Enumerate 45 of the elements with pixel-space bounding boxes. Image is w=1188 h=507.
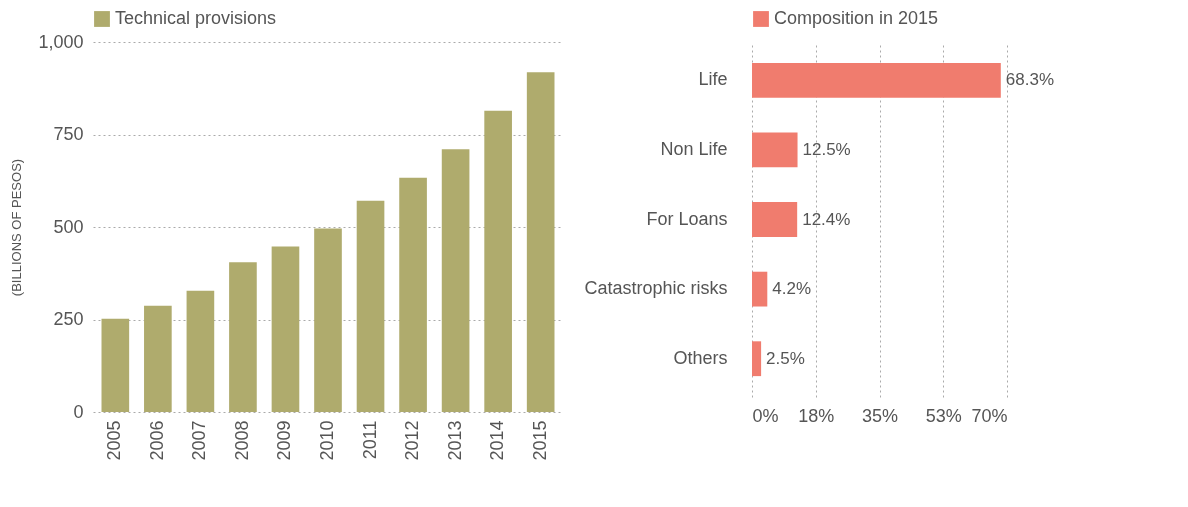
y-tick-label: Catastrophic risks	[584, 278, 728, 299]
bar	[526, 72, 555, 412]
x-tick-label: 2008	[231, 420, 252, 461]
y-tick-label: Life	[698, 69, 728, 90]
y-tick-label: Others	[673, 347, 728, 368]
legend-label: Technical provisions	[115, 8, 277, 28]
y-tick-label: 1,000	[38, 31, 84, 52]
bar	[441, 149, 470, 412]
x-tick-label: 2012	[402, 420, 423, 461]
y-tick-label: 250	[53, 309, 84, 329]
x-tick-label: 53%	[925, 405, 962, 426]
y-tick-label: Non Life	[660, 138, 728, 159]
x-tick-label: 2011	[359, 420, 380, 460]
data-label: 2.5%	[766, 348, 805, 368]
x-tick-label: 2014	[487, 420, 508, 461]
legend-label: Composition in 2015	[774, 8, 939, 28]
y-tick-label: For Loans	[646, 208, 728, 229]
bar	[186, 290, 215, 412]
bar	[314, 228, 342, 412]
x-tick-label: 2007	[189, 420, 210, 461]
x-tick-label: 2010	[317, 420, 337, 461]
y-tick-label: 500	[53, 216, 84, 237]
x-tick-label: 2009	[274, 420, 295, 461]
bar	[271, 246, 300, 412]
data-label: 12.4%	[802, 209, 851, 229]
bar	[399, 177, 427, 412]
data-label: 12.5%	[802, 139, 851, 159]
y-axis-title: (BILLIONS OF PESOS)	[9, 158, 25, 297]
x-tick-label: 2006	[146, 420, 167, 461]
y-tick-label: 750	[53, 124, 84, 144]
y-tick-label: 0	[73, 401, 84, 422]
bar	[229, 262, 257, 412]
x-tick-label: 2005	[104, 420, 125, 461]
bar	[356, 200, 385, 412]
x-tick-label: 18%	[798, 405, 835, 426]
bar	[484, 110, 512, 412]
x-tick-label: 2013	[444, 420, 465, 461]
data-label: 4.2%	[772, 279, 812, 299]
x-tick-label: 2015	[529, 420, 550, 461]
x-tick-label: 35%	[861, 405, 899, 426]
x-tick-label: 0%	[752, 405, 779, 426]
x-tick-label: 70%	[971, 405, 1008, 426]
bar	[144, 305, 172, 412]
data-label: 68.3%	[1005, 70, 1055, 90]
bar	[101, 318, 130, 412]
